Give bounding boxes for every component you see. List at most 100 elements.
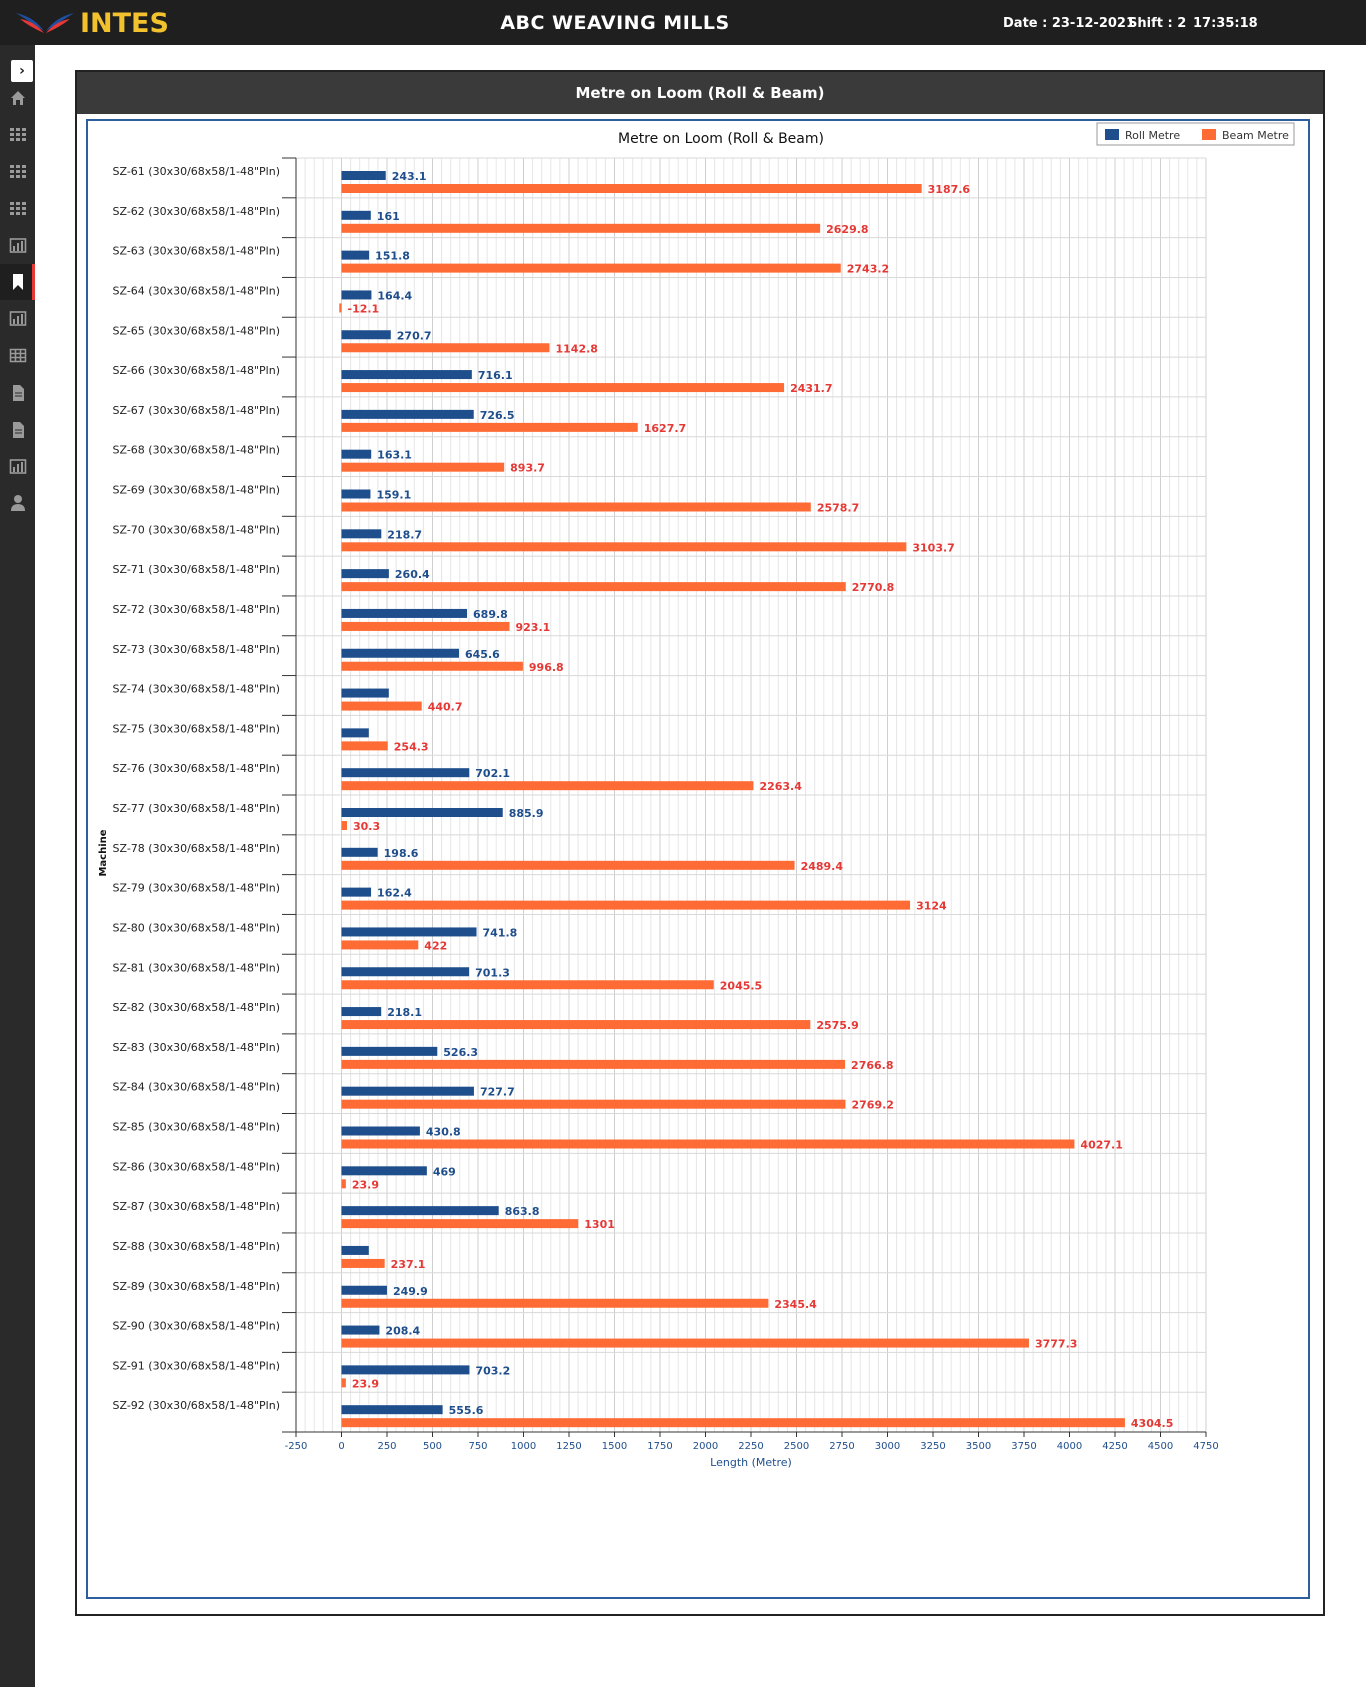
y-axis-title: Machine bbox=[98, 829, 109, 876]
wings-icon bbox=[16, 13, 74, 33]
x-tick-label: 2750 bbox=[829, 1441, 854, 1452]
roll-metre-bar bbox=[341, 290, 372, 300]
beam-metre-label: 2770.8 bbox=[852, 581, 894, 594]
beam-metre-label: 2345.4 bbox=[774, 1298, 817, 1311]
sidebar-toggle-button[interactable]: › bbox=[11, 60, 33, 82]
beam-metre-bar bbox=[341, 1099, 846, 1109]
sidebar-item-10[interactable] bbox=[0, 412, 35, 448]
sidebar-item-5[interactable] bbox=[0, 228, 35, 264]
beam-metre-bar bbox=[341, 661, 523, 671]
sidebar-item-7[interactable] bbox=[0, 301, 35, 337]
sidebar-item-3[interactable] bbox=[0, 154, 35, 190]
x-axis-title: Length (Metre) bbox=[710, 1456, 792, 1469]
x-tick-label: 3000 bbox=[875, 1441, 900, 1452]
roll-metre-bar bbox=[341, 1365, 470, 1375]
beam-metre-bar bbox=[341, 701, 422, 711]
roll-metre-bar bbox=[341, 1126, 420, 1136]
beam-metre-label: 923.1 bbox=[516, 621, 551, 634]
beam-metre-label: 1627.7 bbox=[644, 422, 686, 435]
sidebar-item-11[interactable] bbox=[0, 449, 35, 485]
y-tick-label: SZ-67 (30x30/68x58/1-48"Pln) bbox=[113, 404, 280, 417]
y-tick-label: SZ-76 (30x30/68x58/1-48"Pln) bbox=[113, 762, 280, 775]
y-tick-label: SZ-63 (30x30/68x58/1-48"Pln) bbox=[113, 245, 280, 258]
beam-metre-label: 4027.1 bbox=[1080, 1139, 1122, 1152]
sidebar-item-2[interactable] bbox=[0, 117, 35, 153]
y-tick-label: SZ-74 (30x30/68x58/1-48"Pln) bbox=[113, 683, 280, 696]
sidebar-item-9[interactable] bbox=[0, 375, 35, 411]
y-tick-label: SZ-73 (30x30/68x58/1-48"Pln) bbox=[113, 643, 280, 656]
beam-metre-label: 30.3 bbox=[353, 820, 380, 833]
beam-metre-label: 2769.2 bbox=[851, 1099, 893, 1112]
beam-metre-label: 2766.8 bbox=[851, 1059, 893, 1072]
beam-metre-bar bbox=[341, 263, 841, 273]
x-tick-label: 500 bbox=[423, 1441, 442, 1452]
beam-metre-bar bbox=[341, 1059, 846, 1069]
x-tick-label: 250 bbox=[377, 1441, 396, 1452]
roll-metre-bar bbox=[341, 608, 468, 618]
y-tick-label: SZ-88 (30x30/68x58/1-48"Pln) bbox=[113, 1240, 280, 1253]
roll-metre-bar bbox=[341, 688, 389, 698]
y-tick-label: SZ-61 (30x30/68x58/1-48"Pln) bbox=[113, 165, 280, 178]
roll-metre-label: 863.8 bbox=[505, 1205, 540, 1218]
sidebar-item-4[interactable] bbox=[0, 191, 35, 227]
roll-metre-label: 260.4 bbox=[395, 568, 430, 581]
page-title: ABC WEAVING MILLS bbox=[500, 12, 730, 34]
y-tick-label: SZ-91 (30x30/68x58/1-48"Pln) bbox=[113, 1359, 280, 1372]
y-tick-label: SZ-86 (30x30/68x58/1-48"Pln) bbox=[113, 1160, 280, 1173]
y-tick-label: SZ-65 (30x30/68x58/1-48"Pln) bbox=[113, 324, 280, 337]
bar-chart: -250 0 250 500 750 1000 1250 1500 1750 2000 2250 25… bbox=[98, 122, 1295, 1469]
roll-metre-label: 164.4 bbox=[377, 289, 412, 302]
panel-title: Metre on Loom (Roll & Beam) bbox=[77, 72, 1323, 114]
beam-metre-bar bbox=[341, 1139, 1075, 1149]
logo-text: INTES bbox=[80, 7, 169, 39]
legend-box bbox=[1096, 122, 1295, 146]
x-tick-label: 2250 bbox=[738, 1441, 763, 1452]
roll-metre-bar bbox=[341, 529, 382, 539]
roll-metre-label: 555.6 bbox=[449, 1404, 484, 1417]
beam-metre-bar bbox=[341, 1338, 1029, 1348]
y-tick-label: SZ-79 (30x30/68x58/1-48"Pln) bbox=[113, 882, 280, 895]
roll-metre-label: 716.1 bbox=[478, 369, 513, 382]
beam-metre-label: 3187.6 bbox=[928, 183, 971, 196]
roll-metre-label: 161 bbox=[377, 210, 400, 223]
clock-label: 17:35:18 bbox=[1193, 16, 1258, 31]
roll-metre-bar bbox=[341, 409, 474, 419]
document-icon bbox=[12, 422, 24, 438]
roll-metre-bar bbox=[341, 967, 470, 977]
sidebar-item-8[interactable] bbox=[0, 338, 35, 374]
beam-metre-bar bbox=[341, 1378, 346, 1388]
roll-metre-label: 218.7 bbox=[387, 528, 422, 541]
roll-metre-bar bbox=[341, 1046, 438, 1056]
roll-metre-bar bbox=[341, 768, 470, 778]
app-logo[interactable]: INTES bbox=[14, 6, 169, 40]
x-tick-label: -250 bbox=[285, 1441, 308, 1452]
x-tick-label: 3500 bbox=[966, 1441, 991, 1452]
y-tick-label: SZ-83 (30x30/68x58/1-48"Pln) bbox=[113, 1041, 280, 1054]
beam-metre-label: 23.9 bbox=[352, 1178, 379, 1191]
grid-icon bbox=[9, 202, 26, 215]
bar-chart-icon bbox=[9, 238, 26, 253]
legend-swatch bbox=[1202, 129, 1216, 140]
roll-metre-label: 727.7 bbox=[480, 1086, 515, 1099]
roll-metre-bar bbox=[341, 1285, 387, 1295]
beam-metre-bar bbox=[341, 940, 419, 950]
sidebar-item-1[interactable] bbox=[0, 80, 35, 116]
sidebar-item-6[interactable] bbox=[0, 264, 35, 300]
beam-metre-bar bbox=[341, 422, 638, 432]
beam-metre-bar bbox=[341, 1418, 1125, 1428]
grid-icon bbox=[9, 128, 26, 141]
roll-metre-bar bbox=[341, 808, 503, 817]
roll-metre-label: 159.1 bbox=[376, 489, 411, 502]
sidebar-item-12[interactable] bbox=[0, 485, 35, 521]
x-tick-label: 1000 bbox=[511, 1441, 536, 1452]
legend-entry-0: Roll Metre bbox=[1125, 129, 1180, 142]
beam-metre-label: 237.1 bbox=[391, 1258, 426, 1271]
beam-metre-bar bbox=[341, 462, 505, 472]
roll-metre-label: 726.5 bbox=[480, 409, 515, 422]
beam-metre-label: 422 bbox=[424, 939, 447, 952]
x-tick-label: 4500 bbox=[1148, 1441, 1173, 1452]
beam-metre-label: -12.1 bbox=[348, 302, 380, 315]
y-tick-label: SZ-82 (30x30/68x58/1-48"Pln) bbox=[113, 1001, 280, 1014]
document-icon bbox=[12, 385, 24, 401]
beam-metre-bar bbox=[341, 1298, 769, 1308]
